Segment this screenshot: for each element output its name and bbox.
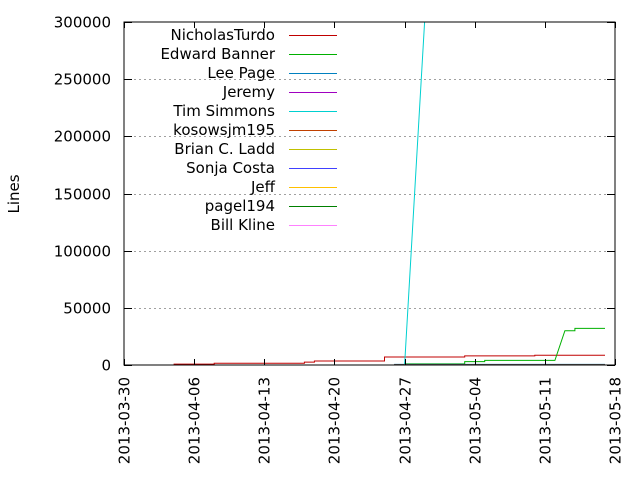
axis-ticks: 0 50000 100000 150000 200000 250000 300000 2013… — [54, 14, 625, 465]
legend-label: Brian C. Ladd — [174, 140, 275, 158]
legend-label: Jeremy — [222, 83, 275, 101]
legend-label: Edward Banner — [160, 45, 275, 63]
y-tick-label: 250000 — [54, 71, 111, 89]
y-axis-label: Lines — [5, 174, 23, 213]
series-line-nicholasturdo — [173, 354, 605, 365]
legend-label: Tim Simmons — [172, 102, 275, 120]
y-tick-label: 300000 — [54, 14, 111, 32]
x-tick-label: 2013-05-04 — [467, 377, 485, 464]
legend-label: Bill Kline — [211, 216, 275, 234]
legend-label: Lee Page — [207, 64, 275, 82]
y-tick-label: 150000 — [54, 186, 111, 204]
x-tick-label: 2013-03-30 — [116, 377, 134, 464]
y-tick-label: 50000 — [63, 300, 111, 318]
x-tick-label: 2013-05-11 — [537, 377, 555, 464]
x-tick-label: 2013-04-20 — [326, 377, 344, 464]
plot-area-border — [123, 21, 616, 366]
x-tick-label: 2013-04-06 — [186, 377, 204, 464]
y-tick-label: 200000 — [54, 128, 111, 146]
legend-label: Jeff — [250, 178, 276, 196]
legend-label: NicholasTurdo — [171, 26, 276, 44]
series-line-tim-simmons — [404, 21, 505, 366]
grid — [124, 79, 615, 309]
y-tick-label: 0 — [101, 357, 111, 375]
y-tick-label: 100000 — [54, 243, 111, 261]
x-tick-label: 2013-05-18 — [607, 377, 625, 464]
legend-label: kosowsjm195 — [173, 121, 275, 139]
x-tick-label: 2013-04-13 — [256, 377, 274, 464]
series-line-edward-banner — [404, 327, 605, 365]
legend-label: Sonja Costa — [186, 159, 275, 177]
x-tick-label: 2013-04-27 — [397, 377, 415, 464]
legend-label: pagel194 — [205, 197, 275, 215]
